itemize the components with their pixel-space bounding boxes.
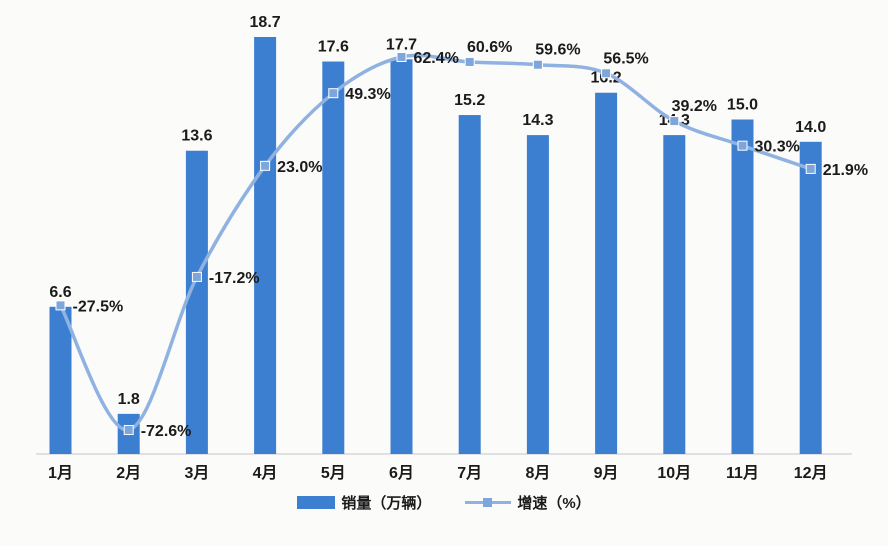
bar-12月: [799, 141, 822, 455]
bar-value-label: 15.0: [727, 97, 758, 114]
chart-legend: 销量（万辆） 增速（%）: [0, 492, 888, 513]
x-axis-label: 5月: [321, 464, 346, 482]
x-axis-label: 6月: [389, 464, 414, 482]
x-axis-label: 7月: [457, 464, 482, 482]
x-axis-label: 11月: [726, 464, 759, 482]
legend-label-sales: 销量（万辆）: [341, 495, 432, 512]
bar-value-label: 6.6: [49, 284, 71, 301]
growth-marker: [737, 140, 748, 151]
bar-6月: [390, 59, 413, 454]
x-axis-label: 8月: [525, 464, 550, 482]
x-axis-label: 2月: [116, 464, 141, 482]
growth-value-label: 30.3%: [755, 139, 800, 156]
x-axis-label: 4月: [253, 464, 278, 482]
growth-marker: [260, 160, 271, 171]
legend-item-growth: 增速（%）: [465, 492, 591, 513]
bar-8月: [526, 135, 549, 455]
x-axis-label: 12月: [794, 464, 828, 482]
bar-value-label: 1.8: [118, 391, 140, 408]
bar-value-label: 15.2: [454, 92, 485, 109]
growth-value-label: 39.2%: [672, 98, 717, 115]
growth-marker: [805, 163, 816, 174]
growth-marker: [532, 59, 543, 70]
growth-marker: [396, 51, 407, 62]
growth-marker: [328, 88, 339, 99]
bar-1月: [49, 306, 72, 454]
growth-marker: [464, 56, 475, 67]
x-axis-label: 1月: [48, 464, 73, 482]
bar-4月: [254, 36, 277, 455]
growth-value-label: 59.6%: [535, 42, 580, 59]
sales-bar-swatch-icon: [297, 496, 336, 509]
bar-5月: [322, 61, 345, 455]
growth-value-label: 60.6%: [467, 39, 512, 56]
x-axis-label: 10月: [657, 464, 691, 482]
growth-value-label: 23.0%: [277, 159, 322, 176]
growth-value-label: -17.2%: [209, 270, 260, 287]
legend-item-sales: 销量（万辆）: [297, 492, 431, 513]
bar-3月: [185, 150, 208, 454]
bar-7月: [458, 115, 481, 454]
bar-value-label: 17.7: [386, 36, 417, 53]
bar-value-label: 18.7: [250, 14, 281, 31]
x-axis-label: 9月: [594, 464, 619, 482]
bar-11月: [731, 119, 754, 454]
growth-marker: [669, 116, 680, 127]
bar-value-label: 14.0: [795, 119, 826, 136]
bar-value-label: 14.3: [522, 112, 553, 129]
x-axis-label: 3月: [184, 464, 209, 482]
growth-value-label: 56.5%: [603, 50, 648, 67]
growth-line-marker: [483, 498, 493, 507]
growth-marker: [55, 300, 66, 311]
bar-10月: [663, 135, 686, 455]
legend-label-growth: 增速（%）: [517, 495, 591, 512]
growth-value-label: 21.9%: [823, 162, 868, 179]
growth-value-label: -27.5%: [73, 298, 124, 315]
bar-value-label: 13.6: [181, 128, 212, 145]
growth-value-label: -72.6%: [141, 423, 192, 440]
growth-marker: [123, 424, 134, 435]
growth-value-label: 49.3%: [345, 86, 390, 103]
growth-marker: [601, 68, 612, 79]
growth-value-label: 62.4%: [414, 50, 459, 67]
bar-9月: [595, 92, 618, 455]
growth-marker: [191, 271, 202, 282]
growth-line-swatch-icon: [465, 496, 512, 509]
bar-value-label: 17.6: [318, 39, 349, 56]
